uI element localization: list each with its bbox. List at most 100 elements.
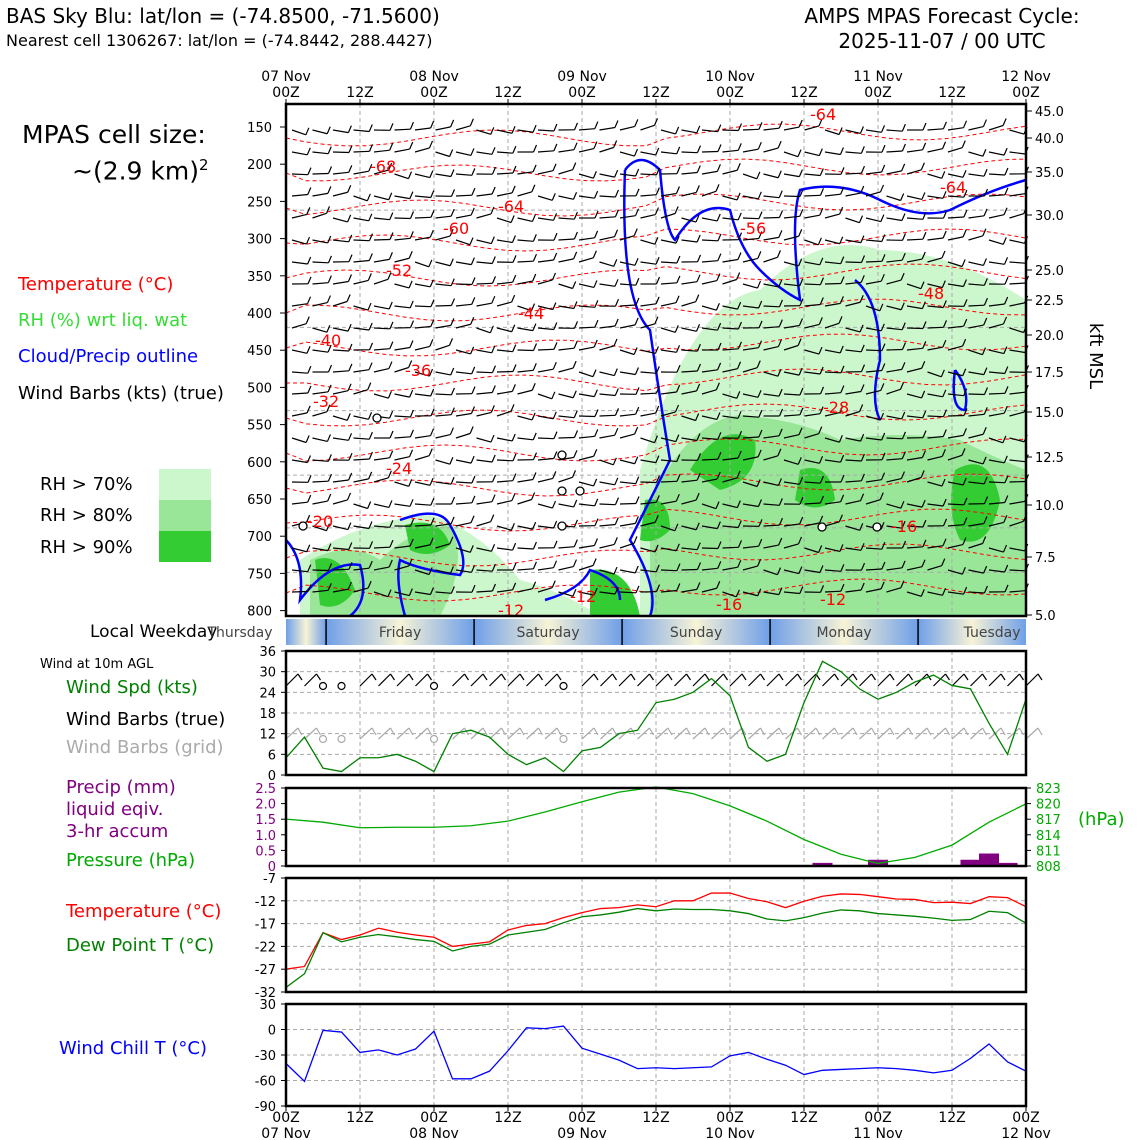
wind-barb xyxy=(517,327,533,332)
wind-barb xyxy=(947,173,964,178)
wind-barb-flag xyxy=(880,472,886,480)
wind-barb xyxy=(517,217,533,223)
wind-barb-flag xyxy=(1003,405,1008,414)
temperature-panel: -32-27-22-17-12-7 xyxy=(255,872,1028,1001)
wind-barb-flag xyxy=(449,536,454,545)
wind-barb xyxy=(722,503,738,509)
wind-barb xyxy=(804,151,820,157)
wind-barb xyxy=(435,523,452,527)
wind-barb xyxy=(455,125,471,131)
wind-barb-flag xyxy=(388,500,393,508)
wind-barb-true xyxy=(415,673,428,687)
wind-barb xyxy=(373,327,390,330)
wind-barb xyxy=(906,149,923,153)
wind-barb xyxy=(517,129,534,133)
wind-barb-flag xyxy=(635,277,640,286)
wind-barb xyxy=(640,547,656,553)
wind-barb xyxy=(1009,520,1024,527)
wind-barb-flag xyxy=(839,206,844,215)
wind-barb-flag xyxy=(676,166,681,174)
wind-barb-true xyxy=(396,673,410,687)
wind-barb xyxy=(804,173,821,177)
wind-barb xyxy=(312,411,328,417)
wind-barb-true-flag xyxy=(556,673,562,681)
wind-barb xyxy=(476,282,493,285)
wind-barb xyxy=(517,437,534,441)
wind-barb-true xyxy=(803,673,817,687)
wind-barb xyxy=(558,283,573,290)
wind-barb xyxy=(414,455,430,461)
wind-barb-flag xyxy=(758,231,763,239)
wind-barb-flag xyxy=(941,558,946,566)
wind-barb-flag xyxy=(941,171,946,179)
wind-barb-flag xyxy=(859,493,865,501)
wind-barb-flag xyxy=(327,364,333,373)
wind-barb-flag xyxy=(430,190,435,198)
wind-barb xyxy=(804,547,819,554)
wind-barb xyxy=(742,347,759,351)
temperature-contour-8 xyxy=(285,403,1027,427)
wind-barb-flag xyxy=(922,430,927,438)
cell-size-value: ~(2.9 km) xyxy=(72,156,199,186)
rh-region-8 xyxy=(405,522,450,554)
wind-barb-flag xyxy=(593,478,598,487)
wind-barb-flag xyxy=(573,142,578,150)
wind-barb xyxy=(312,129,328,135)
wind-barb xyxy=(845,151,862,154)
wind-barb xyxy=(619,151,635,157)
wind-barb-flag xyxy=(614,189,619,198)
wind-barb-true-flag xyxy=(686,673,691,681)
wind-barb-flag xyxy=(491,345,496,354)
precip-tick-label: 0 xyxy=(268,860,276,875)
wind-barb xyxy=(414,393,431,397)
wind-barb xyxy=(394,503,411,507)
wind-barb xyxy=(414,195,431,199)
wind-barb xyxy=(640,173,657,176)
wind-barb-flag xyxy=(327,384,332,393)
wind-barb-flag xyxy=(983,565,988,574)
wind-barb-flag xyxy=(696,234,701,243)
wind-barb xyxy=(558,258,574,263)
wind-barb-flag xyxy=(470,207,475,216)
wind-barb-flag xyxy=(471,386,476,394)
wind-barb xyxy=(435,126,451,131)
wind-barb-grid-flag xyxy=(500,727,507,736)
wind-barb-flag xyxy=(737,520,742,528)
wind-barb-flag xyxy=(880,323,885,332)
wind-barb xyxy=(845,547,862,551)
wind-barb xyxy=(742,128,759,131)
wind-barb xyxy=(783,393,800,396)
weekday-label: Sunday xyxy=(670,625,722,641)
wind-barb-flag xyxy=(840,385,845,393)
wind-barb-flag xyxy=(368,253,373,261)
wind-barb xyxy=(845,459,862,462)
wind-barb-flag xyxy=(798,566,803,574)
wind-barb xyxy=(476,213,492,219)
wind-barb xyxy=(804,194,821,197)
wind-barb-flag xyxy=(306,207,311,215)
cloud-outline-4 xyxy=(285,539,365,617)
wind-barb xyxy=(312,569,329,572)
wind-barb xyxy=(988,569,1005,573)
wind-barb xyxy=(783,215,800,219)
wind-barb xyxy=(845,261,862,264)
wind-barb xyxy=(763,435,780,439)
wind-barb xyxy=(476,459,493,463)
wind-barb xyxy=(332,217,348,223)
wind-barb-flag xyxy=(305,127,310,136)
wind-barb-flag xyxy=(1003,515,1008,523)
wind-barb-flag xyxy=(450,119,455,128)
wind-barb xyxy=(414,371,430,377)
wind-barb-flag xyxy=(776,250,782,258)
wind-barb-grid xyxy=(396,727,410,740)
weekday-label: Tuesday xyxy=(963,625,1021,641)
wind-barb-grid-flag xyxy=(741,727,747,736)
wind-barb xyxy=(353,305,369,311)
wind-barb-flag xyxy=(409,211,415,219)
wind-barb-flag xyxy=(655,187,660,195)
wind-barb-true xyxy=(489,673,502,687)
temperature-contour-label: -12 xyxy=(570,587,596,606)
wind-barb-flag xyxy=(573,450,578,458)
wind-barb xyxy=(1009,411,1025,417)
wind-barb-flag xyxy=(307,365,312,374)
